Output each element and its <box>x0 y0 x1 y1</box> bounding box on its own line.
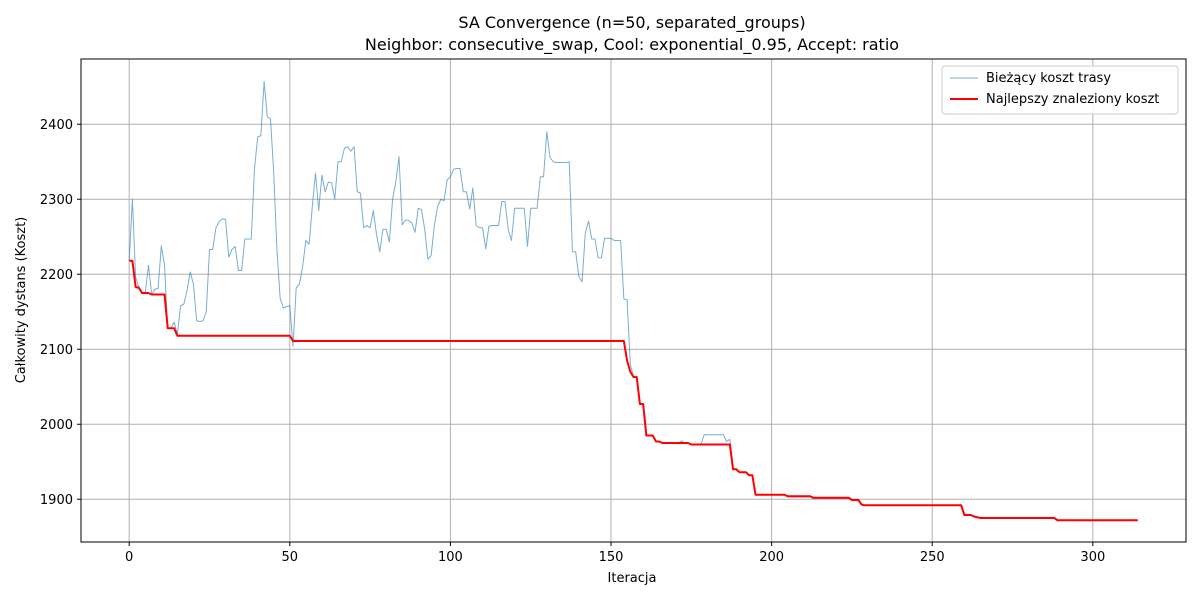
series-layer <box>128 81 1138 522</box>
y-tick-label: 1900 <box>40 493 73 508</box>
series-line-best-cost <box>129 259 1138 522</box>
legend-label-best-cost: Najlepszy znaleziony koszt <box>986 92 1159 107</box>
x-axis: 0 50 100 150 200 250 300 <box>125 542 1105 565</box>
x-tick-label: 200 <box>759 550 784 565</box>
y-tick-label: 2400 <box>40 118 73 133</box>
chart-subtitle: Neighbor: consecutive_swap, Cool: expone… <box>365 35 899 55</box>
x-tick-label: 300 <box>1080 550 1105 565</box>
legend: Bieżący koszt trasy Najlepszy znaleziony… <box>941 65 1179 115</box>
y-tick-label: 2000 <box>40 418 73 433</box>
x-tick-label: 250 <box>920 550 945 565</box>
legend-label-current-cost: Bieżący koszt trasy <box>986 71 1111 86</box>
x-axis-label: Iteracja <box>608 571 657 586</box>
x-tick-label: 100 <box>438 550 463 565</box>
y-tick-label: 2100 <box>40 343 73 358</box>
grid-lines <box>81 59 1186 542</box>
plot-frame <box>80 58 1187 543</box>
chart-title: SA Convergence (n=50, separated_groups) <box>458 13 805 33</box>
plot-area <box>80 58 1187 543</box>
y-axis-label: Całkowity dystans (Koszt) <box>14 217 29 384</box>
x-tick-label: 150 <box>599 550 624 565</box>
y-tick-label: 2200 <box>40 268 73 283</box>
legend-box <box>941 65 1179 115</box>
y-axis: 1900 2000 2100 2200 2300 2400 <box>40 118 81 508</box>
plot-background <box>81 59 1186 542</box>
y-tick-label: 2300 <box>40 193 73 208</box>
x-tick-label: 50 <box>282 550 299 565</box>
x-tick-label: 0 <box>125 550 133 565</box>
